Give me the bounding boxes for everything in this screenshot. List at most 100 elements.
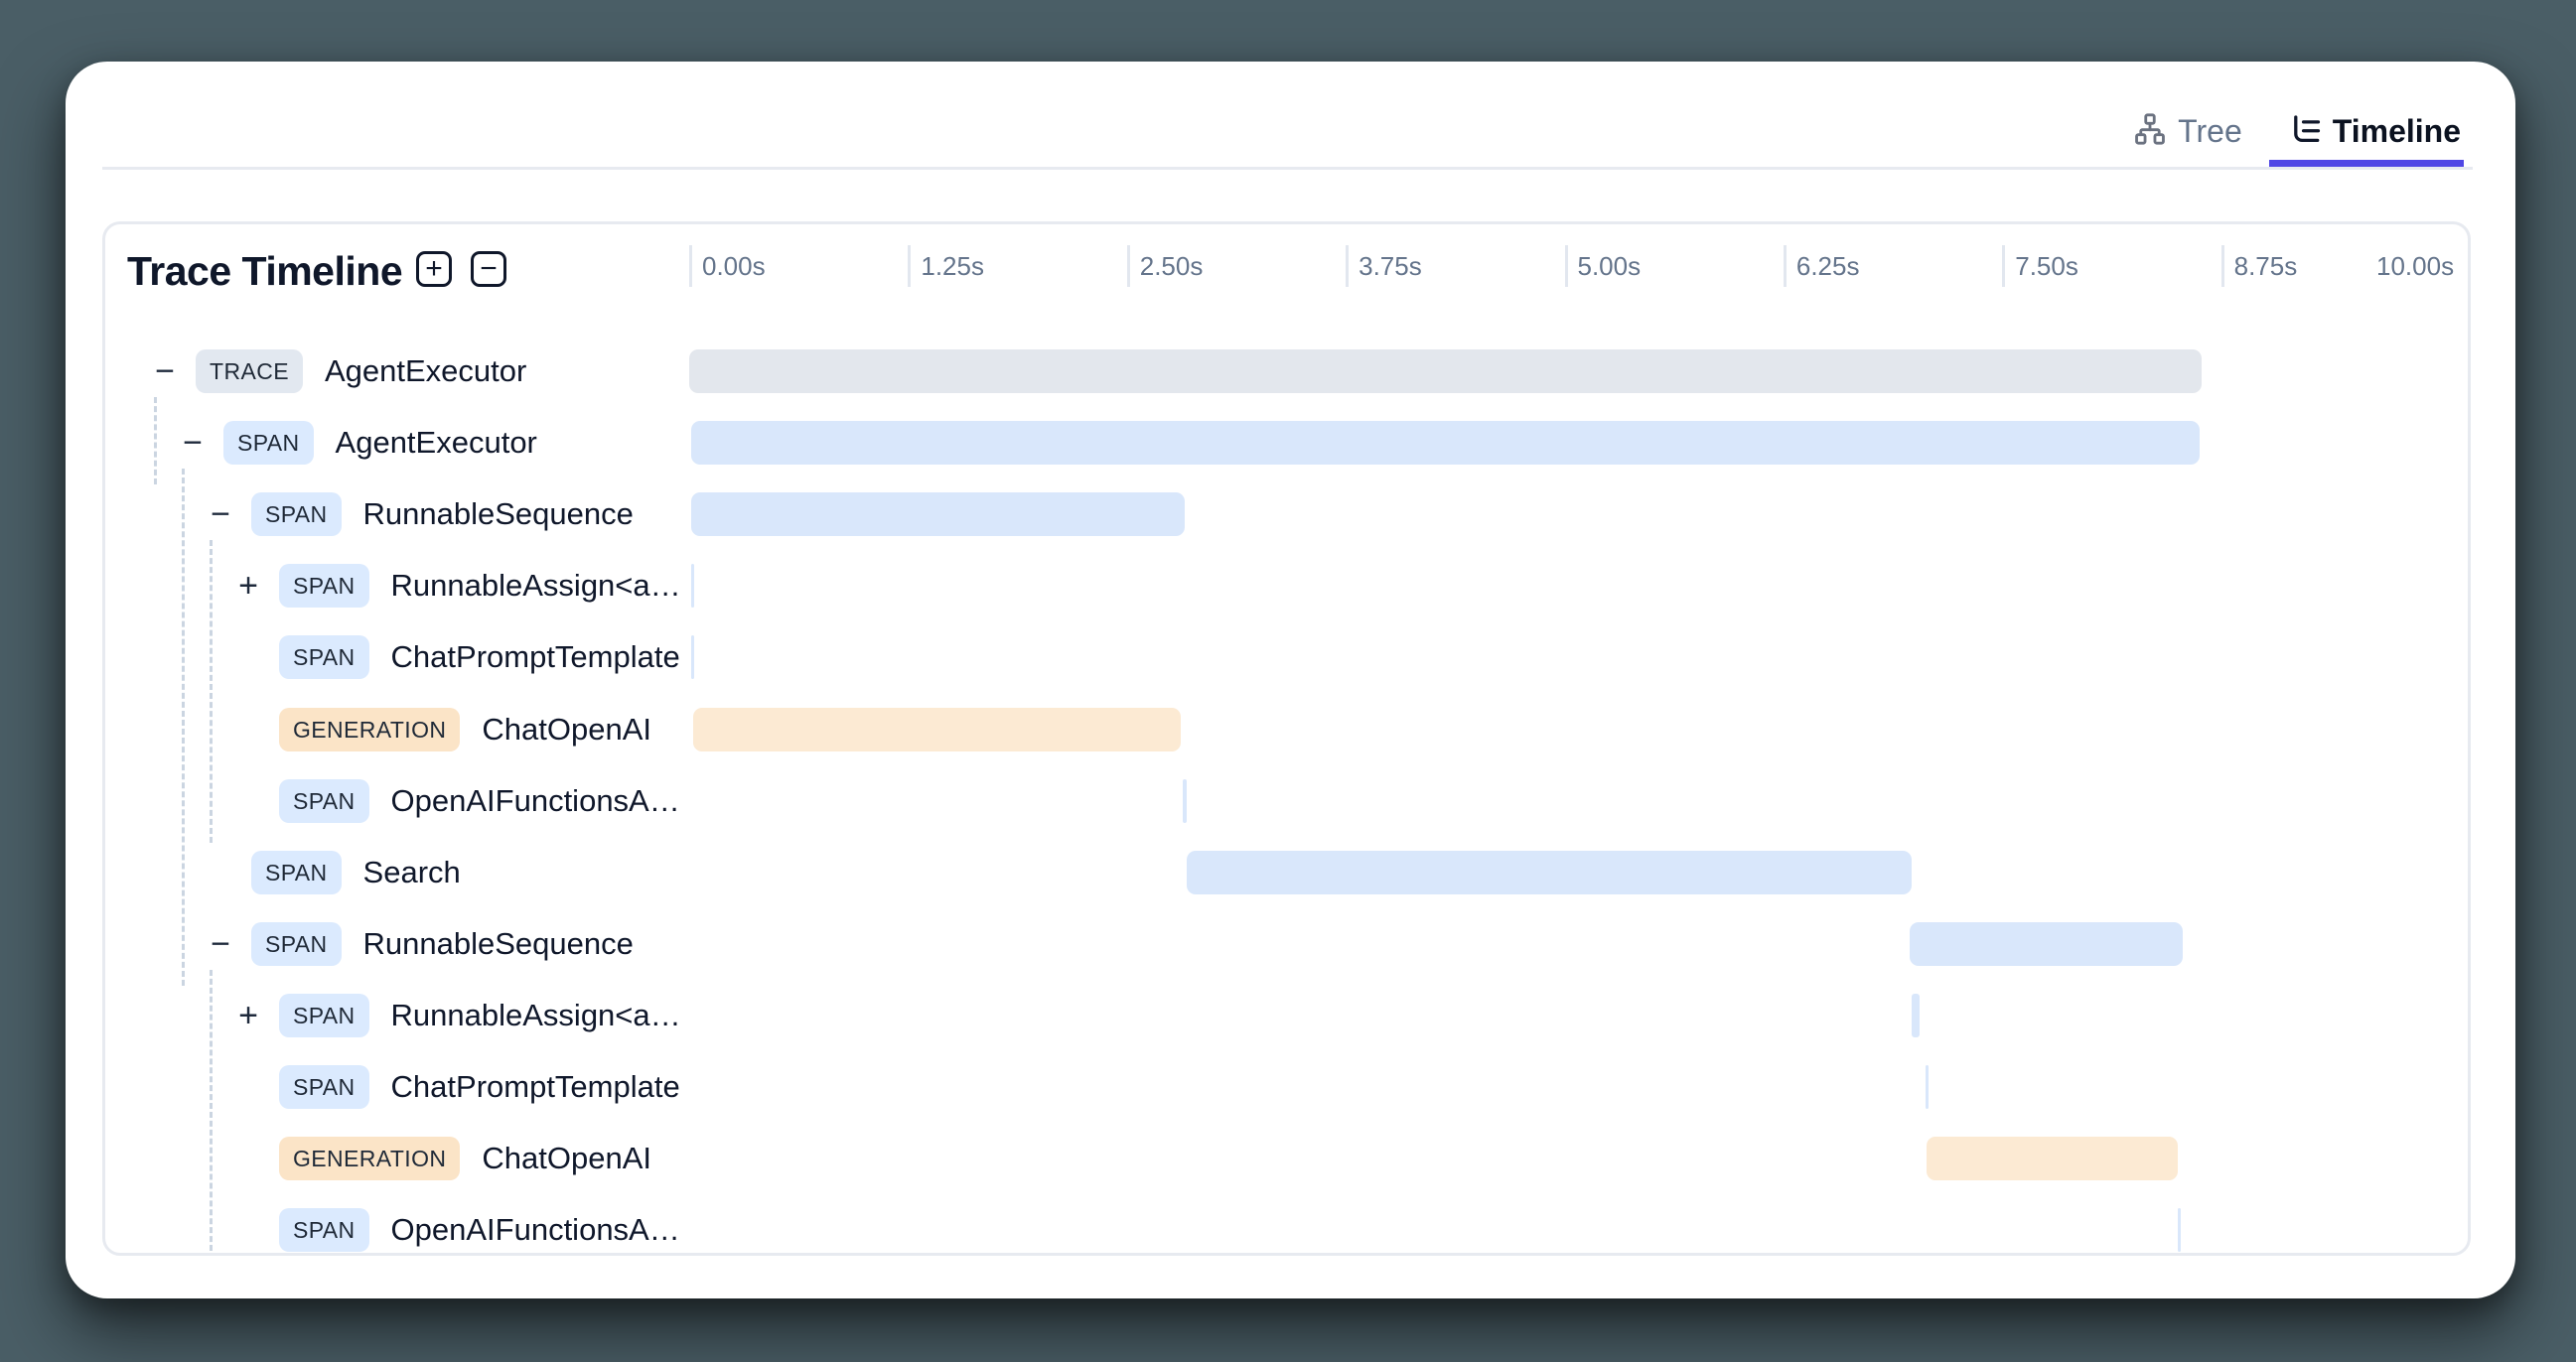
tree-guide-line [210, 540, 213, 843]
row-label-group: GENERATION ChatOpenAI [279, 694, 651, 765]
span-name: RunnableAssign<a… [390, 568, 681, 604]
trace-row[interactable]: SPAN OpenAIFunctionsA… [105, 765, 2468, 837]
collapse-toggle[interactable]: − [211, 924, 230, 963]
type-badge: SPAN [251, 921, 342, 966]
type-badge: SPAN [279, 1065, 369, 1109]
span-name: AgentExecutor [335, 425, 537, 461]
type-badge: SPAN [279, 778, 369, 823]
trace-row[interactable]: − SPAN RunnableSequence [105, 478, 2468, 550]
type-badge: SPAN [251, 850, 342, 894]
tab-timeline-label: Timeline [2332, 113, 2461, 149]
row-label-group: SPAN RunnableAssign<a… [279, 550, 681, 621]
trace-row[interactable]: SPAN Search [105, 837, 2468, 908]
row-label-group: SPAN RunnableAssign<a… [279, 980, 681, 1051]
trace-row[interactable]: SPAN ChatPromptTemplate [105, 621, 2468, 693]
trace-row[interactable]: GENERATION ChatOpenAI [105, 694, 2468, 765]
expand-toggle[interactable]: + [238, 996, 258, 1034]
collapse-toggle[interactable]: − [211, 495, 230, 534]
duration-bar[interactable] [690, 421, 2201, 466]
duration-bar[interactable] [2177, 1208, 2182, 1253]
duration-bar[interactable] [690, 564, 695, 609]
collapse-toggle[interactable]: − [155, 352, 175, 390]
tree-guide-line [154, 397, 157, 485]
tab-timeline[interactable]: Timeline [2288, 110, 2461, 152]
span-name: ChatPromptTemplate [390, 1069, 680, 1104]
row-label-group: SPAN ChatPromptTemplate [279, 1051, 680, 1123]
plus-square-icon: + [425, 252, 443, 285]
time-tick-label: 7.50s [2015, 251, 2078, 281]
trace-row[interactable]: SPAN OpenAIFunctionsA… [105, 1194, 2468, 1253]
tree-guide-line [210, 969, 213, 1251]
duration-bar[interactable] [1927, 1137, 2178, 1181]
span-name: ChatOpenAI [482, 711, 651, 747]
duration-bar[interactable] [1925, 1065, 1930, 1109]
trace-timeline-panel: Trace Timeline + − 0.00s 1.25s 2.50s 3.75s 5… [102, 221, 2471, 1256]
duration-bar[interactable] [1186, 850, 1912, 894]
type-badge: SPAN [279, 993, 369, 1037]
tab-tree[interactable]: Tree [2133, 110, 2242, 152]
trace-row[interactable]: − TRACE AgentExecutor [105, 336, 2468, 407]
type-badge: GENERATION [279, 707, 461, 751]
time-tick-label: 6.25s [1795, 251, 1860, 281]
trace-row[interactable]: SPAN ChatPromptTemplate [105, 1051, 2468, 1123]
row-label-group: GENERATION ChatOpenAI [279, 1123, 651, 1194]
span-name: OpenAIFunctionsA… [390, 1212, 680, 1248]
row-label-group: SPAN Search [251, 837, 461, 908]
row-label-group: TRACE AgentExecutor [196, 336, 526, 407]
row-label-group: SPAN OpenAIFunctionsA… [279, 1194, 680, 1253]
type-badge: TRACE [196, 349, 303, 393]
trace-rows: − TRACE AgentExecutor − SPAN AgentExecutor − SP… [105, 224, 2468, 1253]
time-tick-label: 3.75s [1359, 251, 1422, 281]
time-tick-label: 5.00s [1577, 251, 1642, 281]
type-badge: SPAN [279, 564, 369, 609]
view-tabs: Tree Timeline [2133, 110, 2461, 152]
span-name: ChatPromptTemplate [390, 639, 680, 675]
type-badge: SPAN [223, 421, 314, 466]
duration-bar[interactable] [1183, 778, 1187, 823]
timeline-icon [2288, 112, 2322, 151]
time-tick [1126, 245, 1130, 287]
time-tick [2220, 245, 2224, 287]
duration-bar[interactable] [692, 707, 1182, 751]
trace-row[interactable]: GENERATION ChatOpenAI [105, 1123, 2468, 1194]
row-label-group: SPAN OpenAIFunctionsA… [279, 765, 680, 837]
time-tick-label: 1.25s [921, 251, 984, 281]
app-card: Tree Timeline Trace Timeline + − 0.00s 1.… [66, 62, 2515, 1298]
trace-row[interactable]: + SPAN RunnableAssign<a… [105, 980, 2468, 1051]
span-name: OpenAIFunctionsA… [390, 782, 680, 818]
zoom-out-button[interactable]: − [471, 251, 506, 287]
trace-row[interactable]: + SPAN RunnableAssign<a… [105, 550, 2468, 621]
type-badge: SPAN [279, 1208, 369, 1253]
collapse-toggle[interactable]: − [183, 424, 203, 463]
zoom-in-button[interactable]: + [416, 251, 452, 287]
duration-bar[interactable] [690, 635, 695, 680]
span-name: RunnableSequence [362, 925, 634, 961]
trace-row[interactable]: − SPAN AgentExecutor [105, 407, 2468, 478]
duration-bar[interactable] [1911, 993, 1921, 1037]
span-name: RunnableAssign<a… [390, 997, 681, 1032]
time-tick [1346, 245, 1350, 287]
time-tick [689, 245, 692, 287]
active-tab-underline [2269, 160, 2464, 169]
duration-bar[interactable] [690, 492, 1185, 537]
span-name: ChatOpenAI [482, 1141, 651, 1176]
duration-bar[interactable] [689, 349, 2203, 393]
tree-icon [2133, 112, 2167, 151]
time-tick [1783, 245, 1787, 287]
row-label-group: SPAN RunnableSequence [251, 908, 634, 980]
span-name: AgentExecutor [324, 353, 527, 388]
time-axis: 0.00s 1.25s 2.50s 3.75s 5.00s 6.25s 7.50s 8.75s… [105, 224, 2468, 314]
time-tick-label: 10.00s [2376, 251, 2455, 281]
type-badge: GENERATION [279, 1137, 461, 1181]
time-tick-label: 8.75s [2233, 251, 2298, 281]
row-label-group: SPAN AgentExecutor [223, 407, 537, 478]
header-divider [102, 167, 2473, 170]
expand-toggle[interactable]: + [238, 567, 258, 606]
trace-row[interactable]: − SPAN RunnableSequence [105, 908, 2468, 980]
tree-guide-line [182, 469, 185, 986]
span-name: Search [362, 854, 461, 889]
duration-bar[interactable] [1909, 921, 2183, 966]
row-label-group: SPAN RunnableSequence [251, 478, 634, 550]
time-tick-label: 2.50s [1139, 251, 1204, 281]
